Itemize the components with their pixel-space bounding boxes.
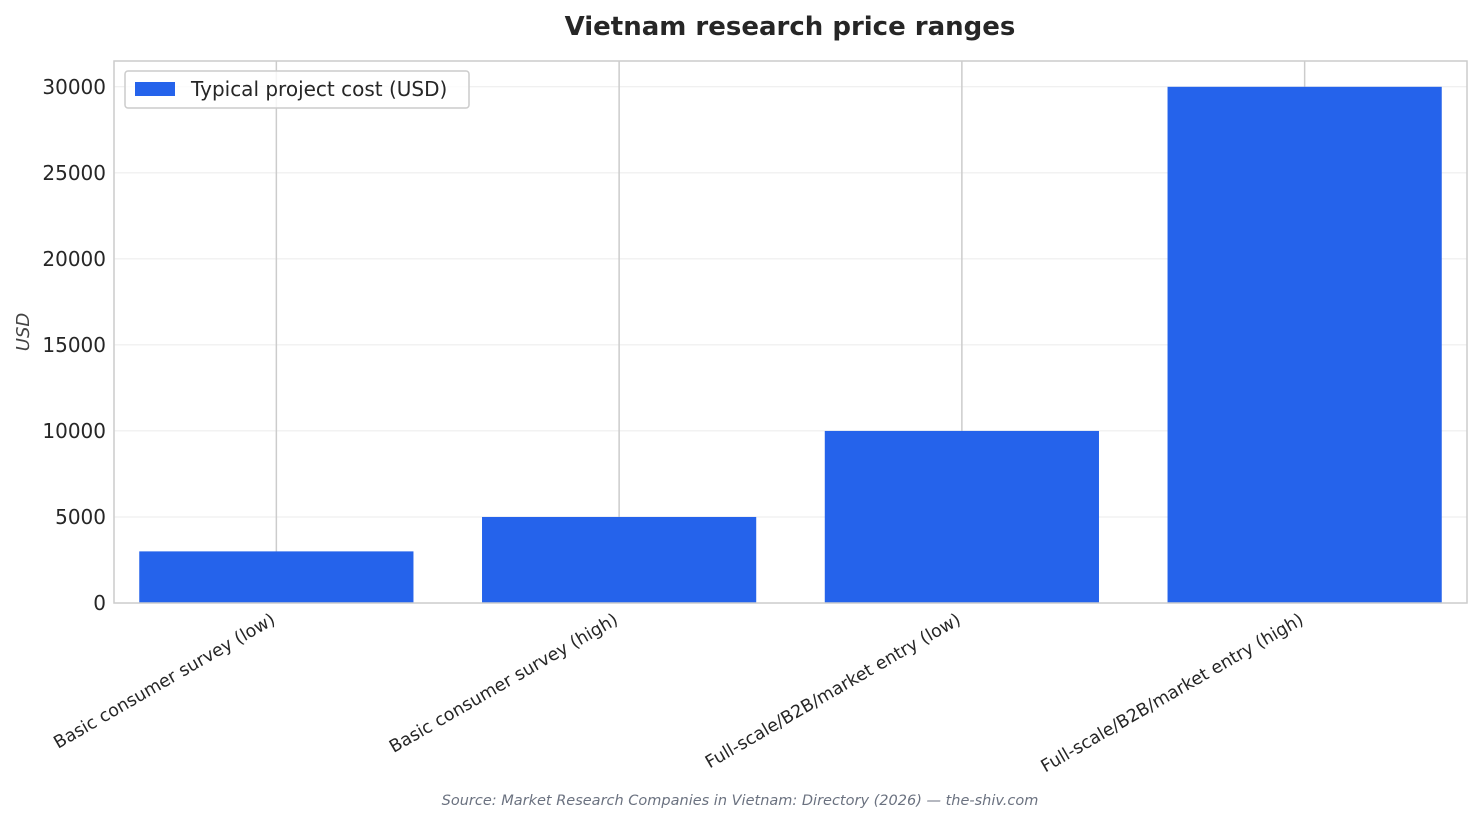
x-tick-label: Basic consumer survey (low) (51, 610, 279, 753)
source-note: Source: Market Research Companies in Vie… (442, 793, 1039, 809)
x-axis: Basic consumer survey (low) Basic consume… (51, 610, 1308, 777)
x-tick-label: Full-scale/B2B/market entry (high) (1038, 610, 1307, 777)
y-tick-label: 10000 (42, 419, 106, 443)
bar (824, 430, 1099, 603)
y-tick-label: 25000 (42, 161, 106, 185)
bar-layer (139, 86, 1442, 604)
x-tick-label: Basic consumer survey (high) (386, 610, 621, 758)
y-tick-label: 30000 (42, 75, 106, 99)
y-tick-label: 5000 (55, 505, 106, 529)
y-tick-label: 0 (93, 591, 106, 615)
legend-label: Typical project cost (USD) (190, 77, 447, 101)
x-tick-label: Full-scale/B2B/market entry (low) (702, 610, 964, 773)
y-tick-label: 15000 (42, 333, 106, 357)
legend-swatch (135, 82, 175, 96)
y-axis: 0 5000 10000 15000 20000 25000 30000 (42, 75, 106, 615)
y-tick-label: 20000 (42, 247, 106, 271)
plot-frame (113, 60, 1468, 604)
legend: Typical project cost (USD) (124, 70, 470, 109)
bar (1167, 86, 1442, 604)
chart-title: Vietnam research price ranges (565, 12, 1016, 42)
y-axis-label: USD (13, 313, 34, 351)
legend-frame (124, 70, 470, 109)
bar (482, 516, 757, 603)
bar (139, 551, 414, 603)
